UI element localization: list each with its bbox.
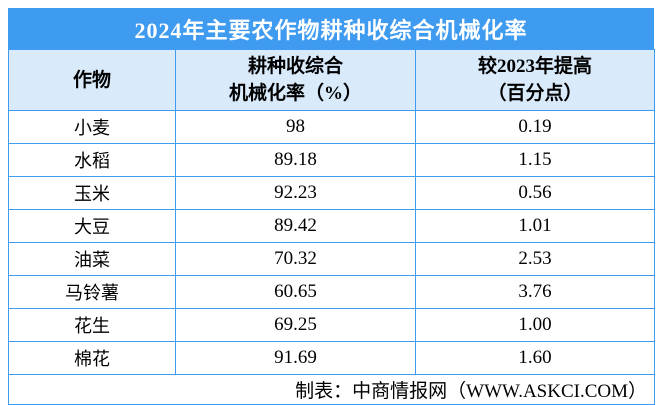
table-row: 棉花 91.69 1.60 xyxy=(8,341,655,375)
increase-cell: 1.15 xyxy=(415,143,655,177)
column-header-rate-line2: 机械化率（%） xyxy=(228,83,362,104)
infographic-table: 2024年主要农作物耕种收综合机械化率 作物 耕种收综合 机械化率（%） 较20… xyxy=(8,8,655,405)
crop-cell: 棉花 xyxy=(8,341,176,375)
rate-cell: 91.69 xyxy=(175,341,416,375)
rate-cell: 89.18 xyxy=(175,143,416,177)
rate-cell: 89.42 xyxy=(175,209,416,243)
increase-cell: 3.76 xyxy=(415,275,655,309)
rate-cell: 70.32 xyxy=(175,242,416,276)
rate-cell: 69.25 xyxy=(175,308,416,342)
increase-cell: 2.53 xyxy=(415,242,655,276)
increase-cell: 0.56 xyxy=(415,176,655,210)
crop-cell: 水稻 xyxy=(8,143,176,177)
rate-cell: 98 xyxy=(175,110,416,144)
table-row: 大豆 89.42 1.01 xyxy=(8,209,655,243)
column-header-rate: 耕种收综合 机械化率（%） xyxy=(175,49,416,111)
table-row: 水稻 89.18 1.15 xyxy=(8,143,655,177)
table-row: 小麦 98 0.19 xyxy=(8,110,655,144)
column-header-increase-line2: （百分点） xyxy=(487,83,583,104)
increase-cell: 1.01 xyxy=(415,209,655,243)
table-row: 马铃薯 60.65 3.76 xyxy=(8,275,655,309)
increase-cell: 1.60 xyxy=(415,341,655,375)
table-row: 油菜 70.32 2.53 xyxy=(8,242,655,276)
source-credit: 制表：中商情报网（WWW.ASKCI.COM） xyxy=(8,374,655,405)
crop-cell: 马铃薯 xyxy=(8,275,176,309)
table-row: 玉米 92.23 0.56 xyxy=(8,176,655,210)
column-header-rate-line1: 耕种收综合 xyxy=(247,56,343,77)
increase-cell: 1.00 xyxy=(415,308,655,342)
crop-cell: 油菜 xyxy=(8,242,176,276)
rate-cell: 60.65 xyxy=(175,275,416,309)
page-title: 2024年主要农作物耕种收综合机械化率 xyxy=(8,8,654,49)
table-row: 花生 69.25 1.00 xyxy=(8,308,655,342)
crop-cell: 玉米 xyxy=(8,176,176,210)
column-header-increase-line1: 较2023年提高 xyxy=(477,56,592,77)
rate-cell: 92.23 xyxy=(175,176,416,210)
mechanization-table: 作物 耕种收综合 机械化率（%） 较2023年提高 （百分点） 小麦 98 0.… xyxy=(8,49,655,405)
column-header-increase: 较2023年提高 （百分点） xyxy=(415,49,655,111)
crop-cell: 花生 xyxy=(8,308,176,342)
crop-cell: 小麦 xyxy=(8,110,176,144)
header-row: 作物 耕种收综合 机械化率（%） 较2023年提高 （百分点） xyxy=(8,49,655,111)
source-credit-row: 制表：中商情报网（WWW.ASKCI.COM） xyxy=(8,374,655,405)
increase-cell: 0.19 xyxy=(415,110,655,144)
crop-cell: 大豆 xyxy=(8,209,176,243)
column-header-crop: 作物 xyxy=(8,49,176,111)
